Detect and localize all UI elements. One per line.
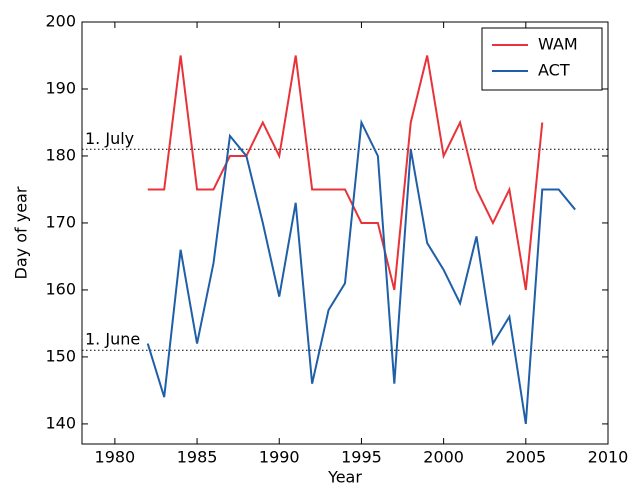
y-tick-label: 200 xyxy=(45,12,76,31)
legend-box xyxy=(481,27,603,91)
x-tick-label: 2000 xyxy=(423,448,464,467)
reference-label: 1. July xyxy=(85,129,134,148)
x-axis-label: Year xyxy=(327,468,362,487)
series-line xyxy=(147,55,544,291)
x-tick-label: 1980 xyxy=(95,448,136,467)
y-tick-label: 190 xyxy=(45,78,76,97)
legend-label: WAM xyxy=(538,35,578,54)
plot-frame xyxy=(81,21,609,445)
x-tick-label: 2005 xyxy=(505,448,546,467)
legend-label: ACT xyxy=(538,61,570,80)
x-tick-label: 1995 xyxy=(341,448,382,467)
x-tick-label: 2010 xyxy=(588,448,629,467)
y-tick-label: 140 xyxy=(45,413,76,432)
x-tick-label: 1985 xyxy=(177,448,218,467)
y-tick-label: 170 xyxy=(45,212,76,231)
y-tick-label: 160 xyxy=(45,279,76,298)
series-line xyxy=(146,118,576,425)
y-tick-label: 150 xyxy=(45,346,76,365)
y-tick-label: 180 xyxy=(45,145,76,164)
reference-label: 1. June xyxy=(85,330,140,349)
x-tick-label: 1990 xyxy=(259,448,300,467)
y-axis-label: Day of year xyxy=(12,186,31,279)
